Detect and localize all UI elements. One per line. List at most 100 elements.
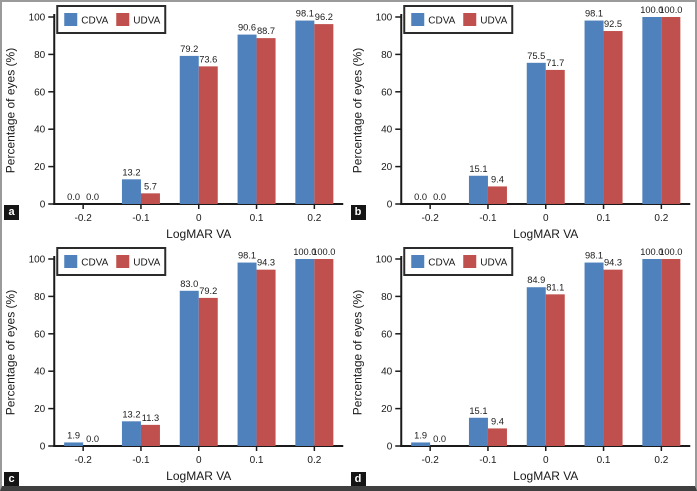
y-tick-label: 60 [381,329,393,340]
bar-cdva [468,417,488,446]
bar-udva [314,259,334,446]
legend-swatch-udva [462,13,476,26]
panel-a: 0 20 40 60 80 100 -0.2 0.0 0.0 -0.1 13.2 5.7 0 79.2 73… [2,2,349,244]
bar-cdva [64,442,84,446]
y-tick-label: 0 [386,442,392,453]
bar-cdva [121,421,141,446]
bar-udva [487,186,507,204]
bar-value-label: 90.6 [238,23,256,33]
bar-value-label: 15.1 [469,164,487,174]
y-tick-label: 20 [381,404,393,415]
bar-value-label: 100.0 [659,247,682,257]
legend-label-cdva: CDVA [428,16,455,27]
x-tick-label: -0.1 [132,213,150,224]
bar-value-label: 94.3 [603,258,621,268]
panel-letter-d: d [350,472,366,486]
bar-udva [256,269,276,446]
x-tick-label: 0.1 [250,213,264,224]
y-tick-label: 20 [34,404,46,415]
bar-cdva [121,179,141,204]
x-tick-label: 0 [542,455,548,466]
bar-value-label: 1.9 [414,430,427,440]
y-tick-label: 80 [381,292,393,303]
panel-letter-a: a [4,205,19,220]
legend-swatch-udva [462,255,476,268]
y-tick-label: 100 [29,13,46,24]
bar-value-label: 5.7 [144,181,157,191]
legend-label-cdva: CDVA [428,258,455,269]
y-tick-label: 20 [34,162,46,173]
y-tick-label: 60 [34,87,46,98]
bar-udva [198,297,218,446]
bar-value-label: 75.5 [527,51,545,61]
bar-cdva [468,175,488,204]
legend-swatch-udva [116,13,130,26]
bar-cdva [410,442,430,446]
x-tick-label: 0.2 [654,455,668,466]
panel-d: 0 20 40 60 80 100 -0.2 1.9 0.0 -0.1 15.1 9.4 0 84.9 81… [349,244,696,486]
x-tick-label: -0.1 [479,213,497,224]
y-axis-title: Percentage of eyes (%) [3,290,17,415]
bar-value-label: 88.7 [257,26,275,36]
bar-cdva [584,20,604,205]
bar-udva [660,259,680,446]
bar-cdva [179,55,199,205]
bar-value-label: 0.0 [86,434,99,444]
x-axis-title: LogMAR VA [166,227,231,241]
bar-value-label: 96.2 [315,12,333,22]
y-tick-label: 40 [381,125,393,136]
x-axis-title: LogMAR VA [166,469,231,483]
bar-cdva [295,20,315,205]
bar-udva [545,69,565,205]
bar-value-label: 71.7 [546,58,564,68]
legend-swatch-cdva [64,255,78,268]
y-tick-label: 80 [34,292,46,303]
y-tick-label: 100 [375,255,392,266]
bar-value-label: 100.0 [640,247,663,257]
bar-value-label: 9.4 [490,174,503,184]
bar-udva [140,424,160,446]
bar-value-label: 13.2 [122,409,140,419]
panel-b: 0 20 40 60 80 100 -0.2 0.0 0.0 -0.1 15.1 9.4 0 75.5 71… [349,2,696,244]
x-tick-label: -0.1 [132,455,150,466]
bar-value-label: 94.3 [257,258,275,268]
bar-value-label: 15.1 [469,406,487,416]
bar-cdva [584,262,604,446]
y-tick-label: 0 [40,442,46,453]
y-tick-label: 40 [34,367,46,378]
bar-cdva [526,62,546,204]
legend-label-udva: UDVA [133,16,160,27]
bar-udva [198,66,218,204]
x-tick-label: 0.1 [250,455,264,466]
legend-swatch-cdva [410,255,424,268]
bar-value-label: 100.0 [312,247,335,257]
legend-swatch-cdva [64,13,78,26]
x-tick-label: -0.2 [75,455,93,466]
y-tick-label: 80 [381,50,393,61]
bar-value-label: 83.0 [180,279,198,289]
bar-udva [603,269,623,446]
bar-value-label: 100.0 [659,5,682,15]
y-tick-label: 20 [381,162,393,173]
x-tick-label: -0.2 [421,455,439,466]
bar-value-label: 79.2 [180,44,198,54]
bar-chart-c: 0 20 40 60 80 100 -0.2 1.9 0.0 -0.1 13.2 11.3 0 83.07… [3,247,344,483]
bar-value-label: 0.0 [433,192,446,202]
legend-label-udva: UDVA [133,258,160,269]
y-axis-title: Percentage of eyes (%) [350,290,364,415]
bar-value-label: 13.2 [122,167,140,177]
y-axis-title: Percentage of eyes (%) [350,48,364,173]
y-tick-label: 100 [29,255,46,266]
x-tick-label: 0 [542,213,548,224]
bar-value-label: 0.0 [67,192,80,202]
y-tick-label: 80 [34,50,46,61]
bar-chart-b: 0 20 40 60 80 100 -0.2 0.0 0.0 -0.1 15.19.4 0 75.571… [350,5,690,241]
bar-value-label: 79.2 [199,286,217,296]
legend-swatch-udva [116,255,130,268]
bar-value-label: 73.6 [199,54,217,64]
bar-value-label: 9.4 [490,416,503,426]
x-tick-label: -0.1 [479,455,497,466]
bar-value-label: 92.5 [603,19,621,29]
bar-value-label: 0.0 [414,192,427,202]
x-axis-title: LogMAR VA [513,469,578,483]
